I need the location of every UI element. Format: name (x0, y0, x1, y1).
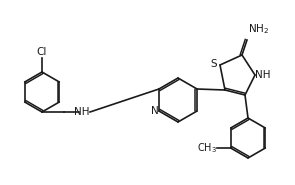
Text: Cl: Cl (37, 47, 47, 57)
Text: NH: NH (255, 70, 271, 80)
Text: N: N (151, 106, 159, 116)
Text: S: S (211, 59, 217, 69)
Text: NH: NH (74, 107, 90, 117)
Text: CH$_3$: CH$_3$ (197, 141, 217, 155)
Text: NH$_2$: NH$_2$ (248, 22, 269, 36)
